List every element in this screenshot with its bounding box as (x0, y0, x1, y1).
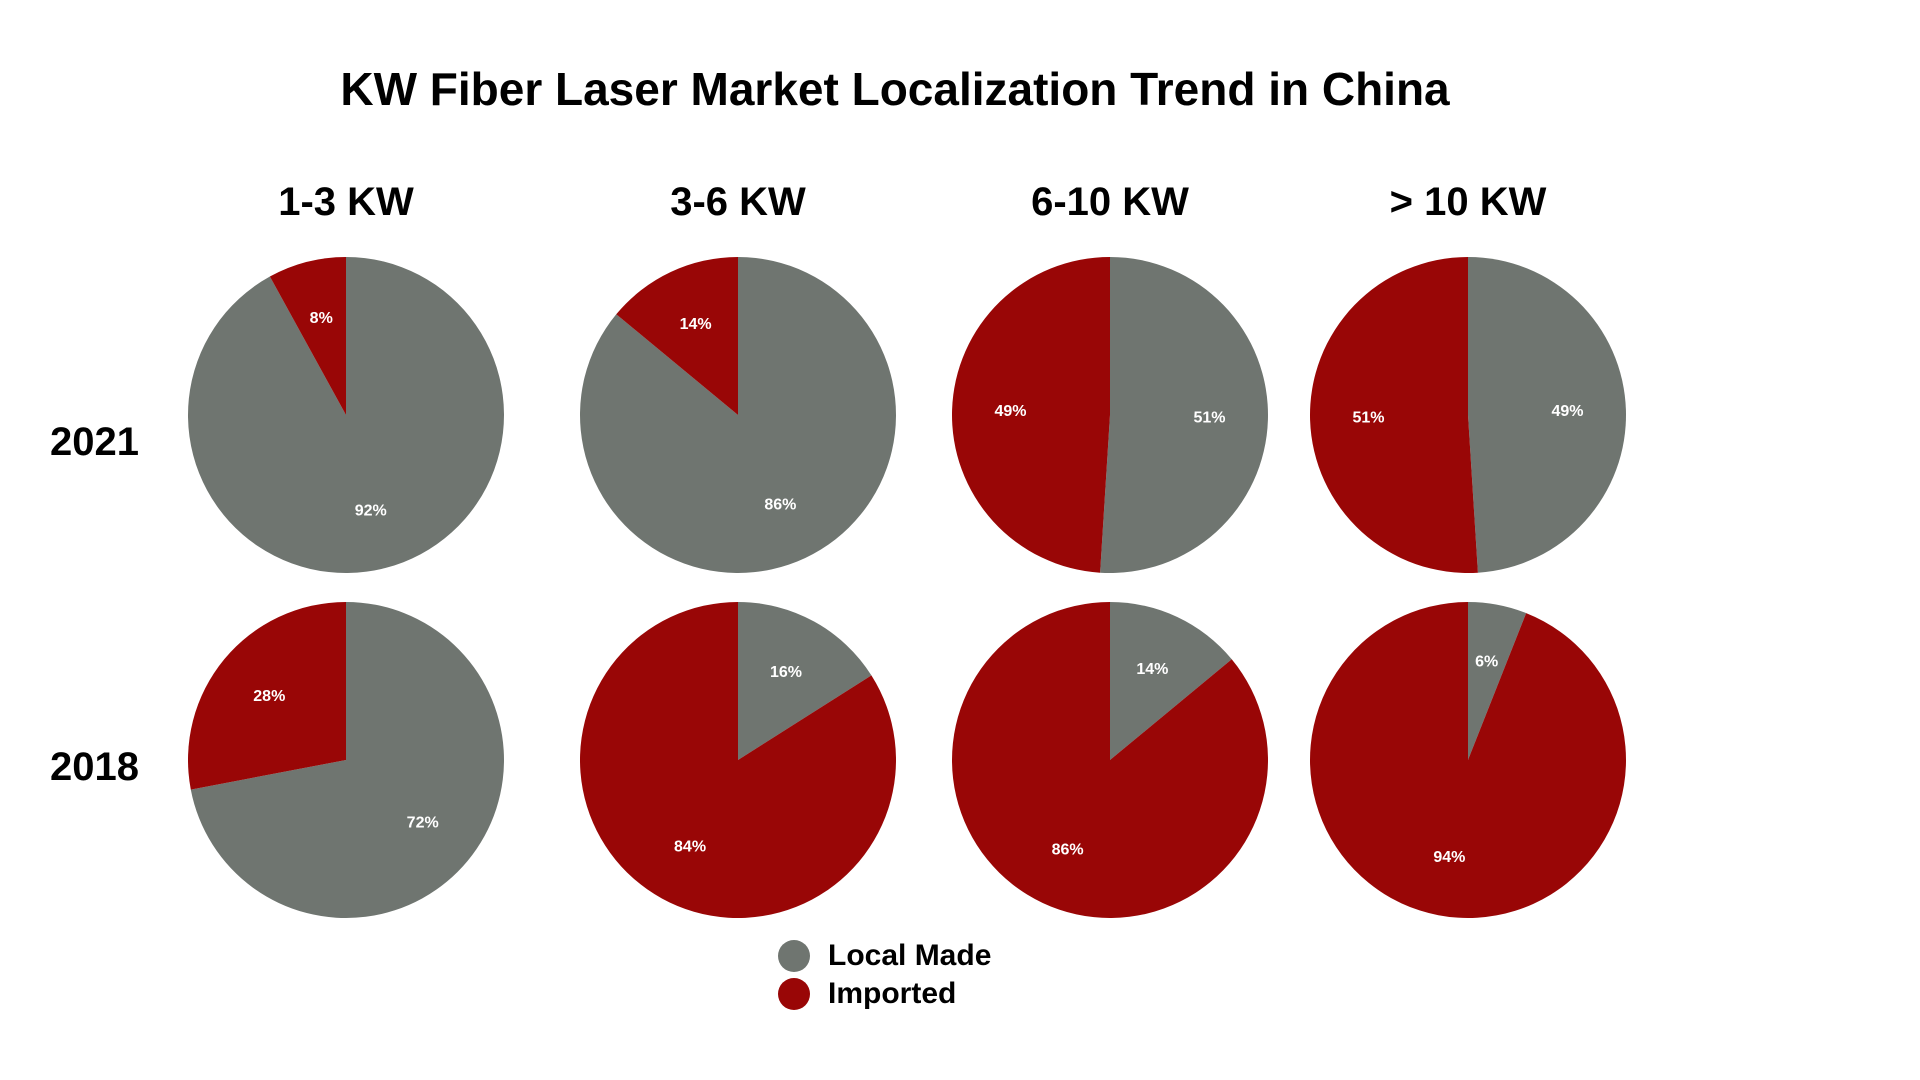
legend-label-local-made: Local Made (828, 939, 992, 972)
legend-label-imported: Imported (828, 977, 957, 1010)
pie-2021-10-kw-imported-slice (1310, 257, 1478, 573)
pie-2021-6-10-kw-local-label: 51% (1193, 409, 1225, 426)
pie-2018-10-kw-local-label: 6% (1475, 653, 1498, 670)
pie-2018-1-3-kw-local-slice (190, 602, 504, 918)
legend-swatch-imported (778, 978, 810, 1010)
pie-2021-3-6-kw-imported-slice (616, 257, 738, 415)
pie-2018-10-kw-imported-label: 94% (1433, 849, 1465, 866)
legend-swatch-local-made (778, 940, 810, 972)
pie-2018-1-3-kw-local-label: 72% (407, 815, 439, 832)
column-header-6-10kw: 6-10 KW (1031, 180, 1189, 224)
pie-2018-3-6-kw-imported-label: 84% (674, 838, 706, 855)
pie-2018-3-6-kw-imported-slice (580, 602, 896, 919)
pie-2018-3-6-kw-local-label: 16% (770, 664, 802, 681)
row-header-2021: 2021 (50, 420, 139, 464)
pie-2018-6-10-kw-imported-label: 86% (1052, 841, 1084, 858)
pie-2018-3-6-kw-local-slice (738, 602, 872, 760)
pie-2021-10-kw-local-label: 49% (1551, 403, 1583, 420)
pie-2018-6-10-kw-imported-slice (951, 602, 1268, 919)
column-header-over-10kw: > 10 KW (1389, 180, 1547, 224)
pie-2021-1-3-kw-local-label: 92% (355, 503, 387, 520)
legend-item-imported: Imported (778, 975, 991, 1013)
pie-2021-6-10-kw-imported-slice (951, 257, 1110, 573)
column-header-1-3kw: 1-3 KW (278, 180, 414, 224)
pie-2021-6-10-kw-local-slice (1100, 257, 1268, 573)
chart-title: KW Fiber Laser Market Localization Trend… (340, 63, 1450, 115)
pie-2018-1-3-kw-imported-label: 28% (253, 688, 285, 705)
pie-2018-1-3-kw-imported-slice (188, 602, 346, 790)
legend: Local Made Imported (778, 937, 991, 1013)
pie-2021-3-6-kw-imported-label: 14% (680, 316, 712, 333)
pie-2021-1-3-kw-imported-slice (269, 257, 346, 415)
pie-2018-6-10-kw-local-slice (1110, 602, 1232, 760)
pie-2021-10-kw-imported-label: 51% (1352, 409, 1384, 426)
pie-2021-3-6-kw-local-label: 86% (764, 496, 796, 513)
pie-2021-10-kw-local-slice (1468, 257, 1627, 573)
pie-2018-10-kw-imported-slice (1310, 602, 1627, 919)
legend-item-local-made: Local Made (778, 937, 991, 975)
pie-2021-1-3-kw-local-slice (188, 257, 505, 573)
pie-2021-1-3-kw-imported-label: 8% (310, 310, 333, 327)
column-header-3-6kw: 3-6 KW (670, 180, 806, 224)
pie-2018-6-10-kw-local-label: 14% (1136, 661, 1168, 678)
pie-2021-6-10-kw-imported-label: 49% (994, 403, 1026, 420)
pie-2018-10-kw-local-slice (1468, 602, 1527, 760)
row-header-2018: 2018 (50, 745, 139, 789)
